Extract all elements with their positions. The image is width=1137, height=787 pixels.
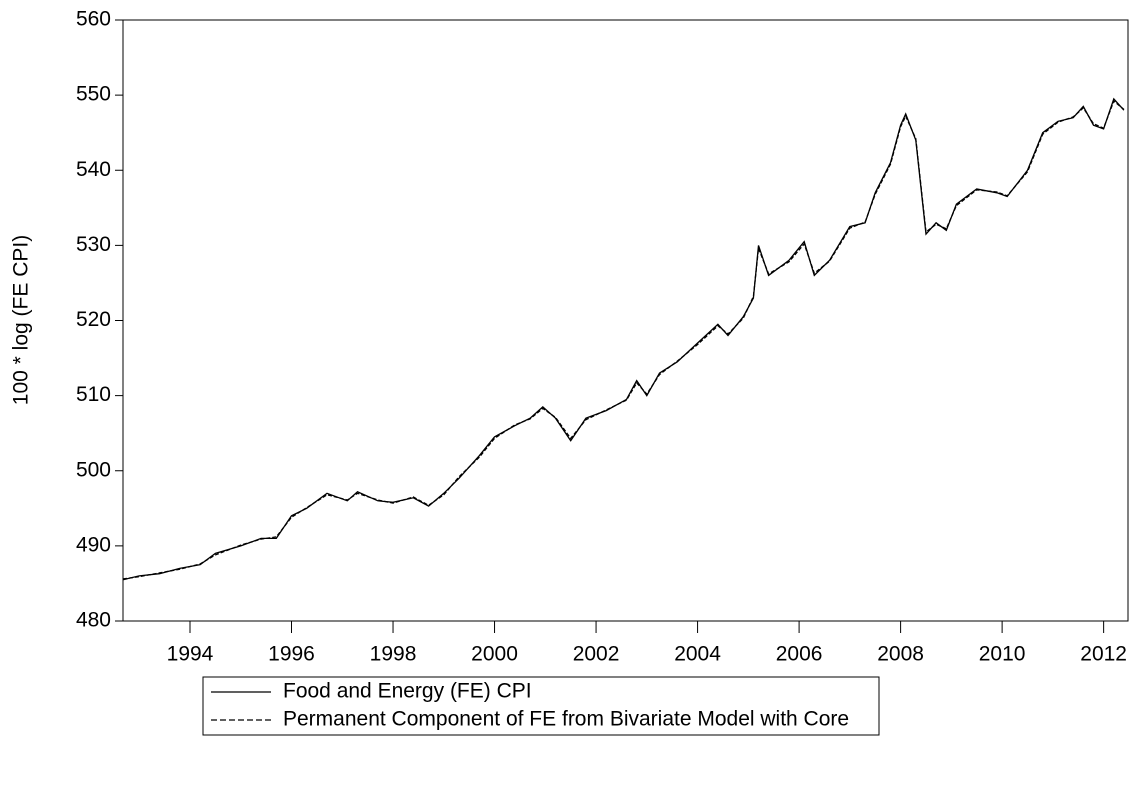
y-tick-label: 540 xyxy=(76,158,111,181)
y-tick-label: 550 xyxy=(76,83,111,106)
x-tick-label: 2008 xyxy=(877,643,924,666)
x-tick-label: 2004 xyxy=(674,643,721,666)
series-line xyxy=(122,100,1125,580)
x-tick-label: 2012 xyxy=(1080,643,1127,666)
x-tick-label: 1994 xyxy=(167,643,214,666)
x-tick-label: 1998 xyxy=(370,643,417,666)
legend-label: Food and Energy (FE) CPI xyxy=(283,680,532,703)
y-tick-label: 500 xyxy=(76,458,111,481)
y-tick-label: 490 xyxy=(76,533,111,556)
x-tick-label: 2006 xyxy=(776,643,823,666)
x-tick-label: 2010 xyxy=(979,643,1026,666)
y-tick-label: 510 xyxy=(76,383,111,406)
x-tick-label: 2000 xyxy=(471,643,518,666)
y-tick-label: 480 xyxy=(76,609,111,632)
y-tick-label: 560 xyxy=(76,8,111,31)
x-tick-label: 2002 xyxy=(573,643,620,666)
legend-label: Permanent Component of FE from Bivariate… xyxy=(283,708,849,731)
legend-box xyxy=(202,676,880,736)
y-tick-label: 530 xyxy=(76,233,111,256)
y-axis-label: 100 * log (FE CPI) xyxy=(10,235,33,405)
y-tick-label: 520 xyxy=(76,308,111,331)
x-tick-label: 1996 xyxy=(268,643,315,666)
